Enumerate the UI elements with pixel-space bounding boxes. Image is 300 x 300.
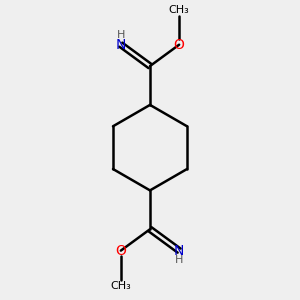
Text: O: O xyxy=(174,38,184,52)
Text: O: O xyxy=(116,244,126,258)
Text: H: H xyxy=(117,30,125,40)
Text: H: H xyxy=(175,256,183,266)
Text: N: N xyxy=(116,38,126,52)
Text: CH₃: CH₃ xyxy=(169,4,190,15)
Text: N: N xyxy=(174,244,184,258)
Text: CH₃: CH₃ xyxy=(110,281,131,291)
